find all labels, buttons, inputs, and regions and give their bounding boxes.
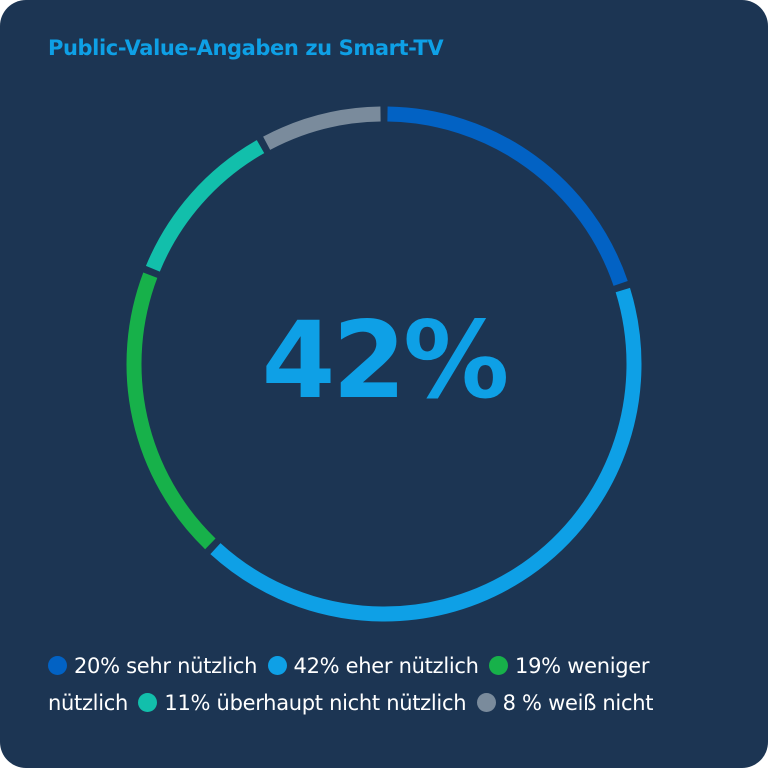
legend: 20% sehr nützlich 42% eher nützlich 19% … xyxy=(48,648,728,722)
donut-segment-sehr-nützlich xyxy=(387,106,628,286)
legend-item-weiss-nicht: 8 % weiß nicht xyxy=(476,691,654,715)
donut-segment-eher-nützlich xyxy=(210,287,642,622)
legend-item-weniger-nuetzlich: 19% weniger nützlich xyxy=(48,654,650,715)
donut-segment-weiß-nicht xyxy=(263,106,381,150)
legend-label: 20% sehr nützlich xyxy=(74,654,258,678)
legend-dot-icon xyxy=(48,656,67,675)
legend-label: 8 % weiß nicht xyxy=(502,691,654,715)
legend-label: 19% weniger nützlich xyxy=(48,654,650,715)
legend-item-eher-nuetzlich: 42% eher nützlich xyxy=(267,654,479,678)
center-value: 42% xyxy=(262,299,507,422)
legend-item-sehr-nuetzlich: 20% sehr nützlich xyxy=(48,654,257,678)
legend-dot-icon xyxy=(476,693,496,712)
donut-segment-weniger-nützlich xyxy=(126,272,216,550)
donut-segment-überhaupt-nicht-nützlich xyxy=(145,140,265,272)
legend-item-ueberhaupt-nicht-nuetzlich: 11% überhaupt nicht nützlich xyxy=(138,691,467,715)
legend-label: 42% eher nützlich xyxy=(293,654,479,678)
chart-title: Public-Value-Angaben zu Smart-TV xyxy=(48,36,444,60)
legend-label: 11% überhaupt nicht nützlich xyxy=(164,691,467,715)
donut-ring xyxy=(126,106,642,622)
legend-dot-icon xyxy=(267,656,287,675)
legend-dot-icon xyxy=(138,693,158,712)
legend-dot-icon xyxy=(489,656,509,675)
